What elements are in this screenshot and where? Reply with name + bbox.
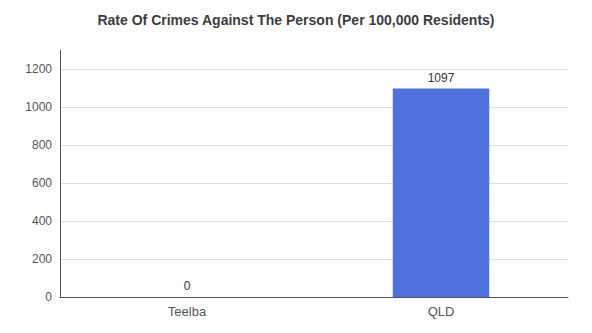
svg-text:1000: 1000 [25,100,52,114]
svg-text:400: 400 [32,214,52,228]
svg-text:Teelba: Teelba [168,304,207,319]
svg-text:1200: 1200 [25,62,52,76]
svg-text:QLD: QLD [428,304,455,319]
svg-text:600: 600 [32,176,52,190]
svg-text:0: 0 [45,290,52,304]
svg-text:800: 800 [32,138,52,152]
svg-text:200: 200 [32,252,52,266]
svg-text:0: 0 [184,279,191,293]
svg-text:1097: 1097 [428,71,455,85]
svg-text:Rate Of Crimes Against The Per: Rate Of Crimes Against The Person (Per 1… [97,12,494,28]
